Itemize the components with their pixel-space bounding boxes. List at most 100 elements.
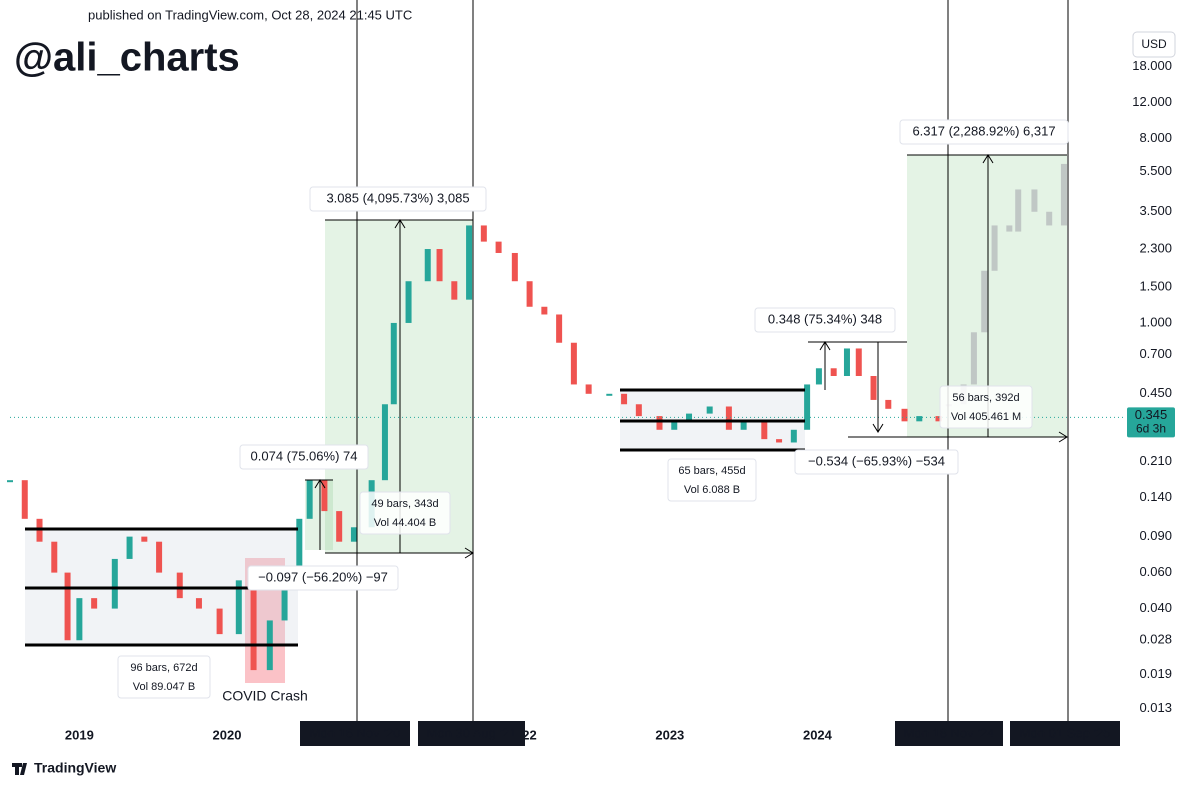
info-line: Vol 6.088 B	[684, 484, 740, 496]
info-line: 96 bars, 672d	[130, 662, 197, 674]
y-tick-label: 2.300	[1139, 240, 1172, 255]
currency-button[interactable]	[1132, 31, 1176, 58]
candle	[671, 421, 678, 430]
candle	[776, 439, 783, 443]
footer-brand: TradingView	[34, 760, 116, 776]
y-tick-label: 1.500	[1139, 278, 1172, 293]
y-tick-label: 0.040	[1139, 600, 1172, 615]
candle	[1060, 163, 1067, 226]
y-tick-label: 0.019	[1139, 666, 1172, 681]
info-box	[359, 491, 451, 535]
candle	[466, 225, 473, 300]
measure-label: 3.085 (4,095.73%) 3,085	[326, 190, 469, 205]
candle	[725, 406, 732, 430]
info-line: Vol 89.047 B	[133, 681, 195, 693]
countdown: 6d 3h	[1136, 422, 1166, 436]
candle	[7, 480, 13, 483]
currency[interactable]: USD	[1141, 37, 1167, 51]
info-box	[117, 655, 211, 699]
candle	[235, 580, 242, 635]
candle	[790, 429, 797, 443]
candle	[126, 536, 133, 559]
candle	[1031, 189, 1038, 212]
candle	[436, 249, 443, 282]
candle	[51, 541, 58, 573]
y-tick-label: 18.000	[1132, 58, 1172, 73]
logo-icon	[12, 763, 27, 775]
time-marker: Mon 18 Nov '24	[904, 725, 995, 740]
y-tick-label: 0.700	[1139, 346, 1172, 361]
candle	[1046, 211, 1053, 226]
candle	[405, 281, 412, 323]
candle	[511, 252, 518, 282]
candle	[901, 408, 908, 422]
candle	[495, 241, 502, 253]
y-tick-label: 12.000	[1132, 94, 1172, 109]
candle	[981, 270, 988, 333]
candle	[870, 375, 877, 400]
info-line: Vol 44.404 B	[374, 517, 436, 529]
candle	[830, 368, 837, 376]
info-line: 56 bars, 392d	[952, 392, 1019, 404]
labels: 18.000 12.000 8.000 5.500 3.500 2.300 1.500 1.0…	[65, 58, 1175, 746]
candle	[585, 384, 592, 394]
candle	[195, 598, 202, 609]
measure-label-box	[247, 565, 399, 591]
candle	[635, 404, 642, 417]
y-tick-label: 0.210	[1139, 453, 1172, 468]
candle	[281, 572, 288, 621]
time-marker: Mon 01 Sep '25	[1020, 725, 1111, 740]
covid-label: COVID Crash	[222, 688, 308, 704]
candle	[1006, 225, 1013, 232]
x-tick-label: 2020	[213, 727, 242, 742]
candle	[176, 572, 183, 599]
candle	[740, 421, 747, 430]
x-tick-label: 2024	[803, 727, 833, 742]
time-marker-box	[895, 721, 1003, 746]
candle	[216, 608, 223, 635]
measure-label: 0.348 (75.34%) 348	[768, 311, 882, 326]
y-tick-label: 0.013	[1139, 700, 1172, 715]
candle	[306, 480, 313, 519]
candle	[804, 384, 811, 430]
info-line: 49 bars, 343d	[371, 498, 438, 510]
candle	[141, 536, 148, 542]
x-tick-label: 2023	[655, 727, 684, 742]
candle	[843, 348, 850, 376]
measure-label-box	[899, 119, 1069, 145]
time-marker: Mon 16 Nov '20	[310, 725, 401, 740]
x-tick-label: 2019	[65, 727, 94, 742]
candle	[76, 598, 83, 641]
candle	[250, 580, 257, 671]
measure-label-box	[239, 444, 369, 470]
time-marker: Mon 30 Aug '21	[427, 725, 517, 740]
current-price: 0.345	[1135, 407, 1168, 422]
y-tick-label: 0.060	[1139, 564, 1172, 579]
candle	[156, 541, 163, 573]
measure-label: −0.097 (−56.20%) −97	[258, 569, 388, 584]
candle	[451, 281, 458, 300]
measure-label-box	[754, 307, 896, 333]
candle	[296, 518, 303, 573]
y-tick-label: 3.500	[1139, 203, 1172, 218]
candle	[570, 342, 577, 385]
measure-label: 6.317 (2,288.92%) 6,317	[912, 123, 1055, 138]
y-tick-label: 5.500	[1139, 163, 1172, 178]
info-line: 65 bars, 455d	[678, 465, 745, 477]
candle	[916, 416, 923, 422]
candle	[424, 249, 431, 282]
candle	[991, 225, 998, 271]
candle	[321, 480, 328, 512]
measure-label: 0.074 (75.06%) 74	[251, 448, 358, 463]
info-line: Vol 405.461 M	[951, 411, 1021, 423]
measure-label-box	[309, 186, 487, 212]
y-tick-label: 1.000	[1139, 314, 1172, 329]
candle	[526, 281, 533, 307]
candle	[556, 314, 563, 343]
candle	[350, 527, 357, 542]
candle	[855, 348, 862, 376]
time-marker-box	[1010, 721, 1120, 746]
candle	[381, 404, 388, 481]
candle	[606, 393, 613, 396]
